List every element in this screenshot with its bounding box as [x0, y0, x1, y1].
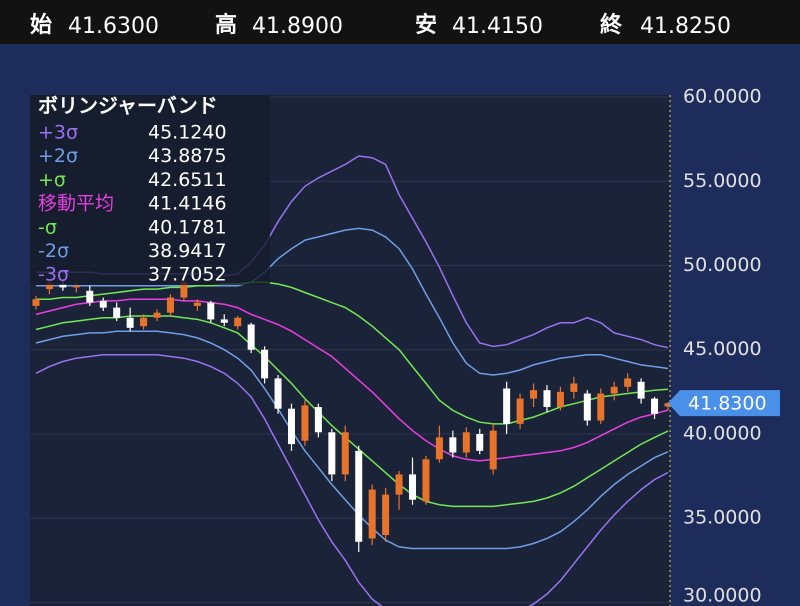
y-tick-label: 50.0000 — [683, 254, 762, 276]
candle-body — [32, 299, 40, 306]
legend-value: 41.4146 — [148, 193, 227, 215]
candle-body — [556, 391, 564, 408]
legend-label: -3σ — [38, 264, 69, 286]
candle-body — [234, 317, 242, 327]
candle-body — [193, 302, 201, 306]
plot — [32, 155, 670, 606]
candle-body — [72, 285, 80, 288]
candle-body — [664, 403, 670, 407]
candle-body — [341, 432, 349, 475]
legend-label: -σ — [38, 216, 57, 238]
band-line — [35, 315, 669, 508]
candle-body — [301, 405, 309, 441]
candle-body — [610, 386, 618, 394]
candle-body — [261, 349, 269, 379]
candle-body — [476, 433, 484, 451]
y-tick-label: 40.0000 — [683, 422, 762, 444]
price-tag-label: 41.8300 — [688, 393, 767, 415]
candle-body — [368, 489, 376, 539]
legend-label: -2σ — [38, 240, 69, 262]
header-value: 41.6300 — [68, 14, 159, 39]
y-tick-label: 60.0000 — [683, 86, 762, 108]
candle-body — [570, 383, 578, 392]
header: 始 41.6300 高 41.8900 安 41.4150 終 41.8250 — [30, 12, 731, 39]
candle-body — [113, 307, 121, 318]
candle-body — [180, 282, 188, 298]
header-value: 41.4150 — [452, 14, 543, 39]
band-line — [35, 354, 669, 606]
header-bar — [0, 0, 800, 44]
y-tick-label: 35.0000 — [683, 507, 762, 529]
legend-value: 37.7052 — [148, 264, 227, 286]
legend-value: 38.9417 — [148, 240, 227, 262]
y-tick-label: 30.0000 — [683, 585, 762, 606]
candle-body — [637, 381, 645, 399]
candle-body — [328, 432, 336, 475]
candle-body — [86, 290, 94, 303]
price-tag — [668, 390, 780, 417]
header-label: 始 — [30, 12, 52, 38]
candle-body — [409, 474, 417, 500]
legend-value: 43.8875 — [148, 145, 227, 167]
candle-body — [355, 450, 363, 542]
candle-body — [422, 459, 430, 502]
band-line — [35, 298, 669, 462]
y-tick-label: 45.0000 — [683, 338, 762, 360]
candle-body — [462, 432, 470, 453]
candle-body — [382, 494, 390, 536]
y-tick-label: 55.0000 — [683, 170, 762, 192]
candle-body — [435, 437, 443, 460]
candle-body — [314, 407, 322, 433]
header-label: 終 — [600, 12, 623, 38]
candle-body — [597, 393, 605, 421]
candle-body — [543, 390, 551, 408]
legend-value: 42.6511 — [148, 169, 227, 191]
candle-body — [59, 284, 67, 288]
candle-body — [651, 398, 659, 414]
candle-body — [274, 378, 282, 409]
header-value: 41.8900 — [252, 14, 343, 39]
candle-body — [153, 312, 161, 318]
legend-label: 移動平均 — [38, 193, 114, 215]
candle-body — [489, 430, 497, 470]
candle-body — [449, 437, 457, 453]
candle-body — [287, 408, 295, 445]
legend: ボリンジャーバンド +3σ 45.1240 +2σ 43.8875 +σ 42.6511 移… — [30, 94, 270, 286]
band-line — [36, 227, 669, 376]
y-axis: 30.0000 35.0000 40.0000 45.0000 50.0000 55.00… — [668, 86, 780, 606]
candle-body — [624, 378, 632, 387]
legend-title: ボリンジャーバンド — [38, 94, 218, 118]
grid — [30, 96, 670, 603]
candle-body — [247, 324, 255, 350]
candle-body — [166, 297, 174, 313]
candle-body — [140, 317, 148, 327]
header-label: 高 — [215, 12, 237, 38]
legend-label: +3σ — [38, 122, 78, 144]
candle-body — [516, 398, 524, 424]
candle-body — [126, 317, 134, 328]
legend-label: +2σ — [38, 145, 78, 167]
legend-value: 40.1781 — [148, 216, 227, 238]
legend-box — [30, 95, 270, 285]
candle-body — [207, 302, 215, 320]
candle-body — [583, 393, 591, 421]
candle-body — [530, 390, 538, 399]
header-value: 41.8250 — [640, 14, 731, 39]
candle-body — [395, 474, 403, 495]
candle-body — [99, 300, 107, 308]
legend-value: 45.1240 — [148, 122, 227, 144]
candle-body — [45, 284, 53, 290]
candle-body — [503, 388, 511, 424]
candle-body — [220, 319, 228, 323]
legend-label: +σ — [38, 169, 66, 191]
header-label: 安 — [415, 12, 437, 38]
band-line — [35, 330, 669, 550]
